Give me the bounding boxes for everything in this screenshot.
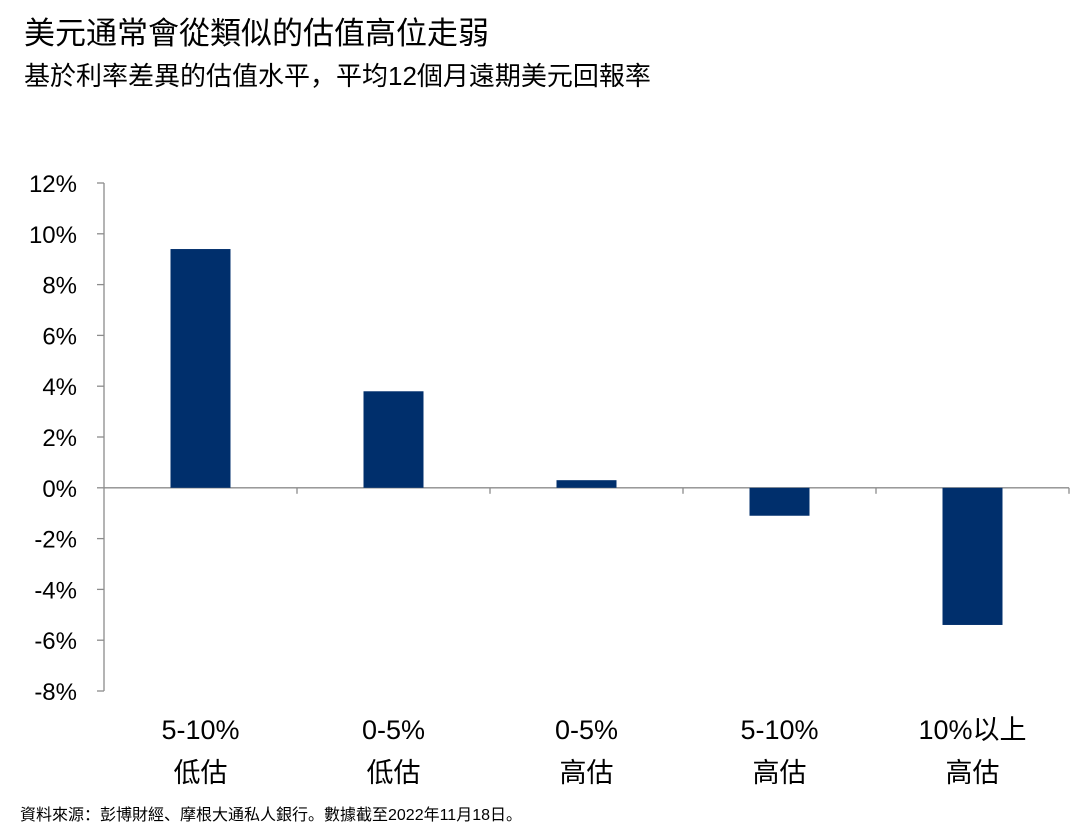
x-tick-label: 5-10% [740, 715, 818, 745]
y-tick-label: -8% [34, 679, 77, 706]
x-tick-label: 高估 [560, 758, 614, 788]
x-tick-label: 0-5% [555, 715, 618, 745]
y-axis: 12% 10% 8% 6% 4% 2% 0% -2% -4% -6% -8% [29, 171, 105, 706]
y-tick-label: 0% [42, 476, 77, 503]
y-tick-label: 6% [42, 323, 77, 350]
x-tick-label: 0-5% [362, 715, 425, 745]
y-tick-label: 4% [42, 374, 77, 401]
source-note: 資料來源：彭博財經、摩根大通私人銀行。數據截至2022年11月18日。 [20, 807, 523, 824]
x-tick-label: 5-10% [161, 715, 239, 745]
y-tick-label: -4% [34, 577, 77, 604]
y-tick-label: -2% [34, 527, 77, 554]
bar [749, 487, 810, 516]
bar [363, 391, 424, 488]
x-tick-label: 高估 [753, 758, 807, 788]
bar [170, 249, 231, 488]
bar [942, 487, 1003, 625]
bar-chart: 12% 10% 8% 6% 4% 2% 0% -2% -4% -6% -8% 5-10% 低估 0-5%… [29, 171, 1070, 788]
x-tick-label: 10%以上 [918, 715, 1026, 745]
y-tick-label: -6% [34, 628, 77, 655]
x-tick-label: 低估 [174, 758, 228, 788]
x-tick-label: 低估 [367, 758, 421, 788]
y-tick-label: 2% [42, 425, 77, 452]
x-axis [104, 487, 1070, 494]
chart-title: 美元通常會從類似的估值高位走弱 [24, 16, 489, 51]
y-tick-label: 10% [29, 222, 77, 249]
chart-subtitle: 基於利率差異的估值水平，平均12個月遠期美元回報率 [24, 61, 651, 91]
bars [170, 249, 1003, 625]
y-tick-label: 12% [29, 171, 77, 198]
y-tick-label: 8% [42, 273, 77, 300]
x-tick-label: 高估 [946, 758, 1000, 788]
bar [556, 480, 617, 488]
